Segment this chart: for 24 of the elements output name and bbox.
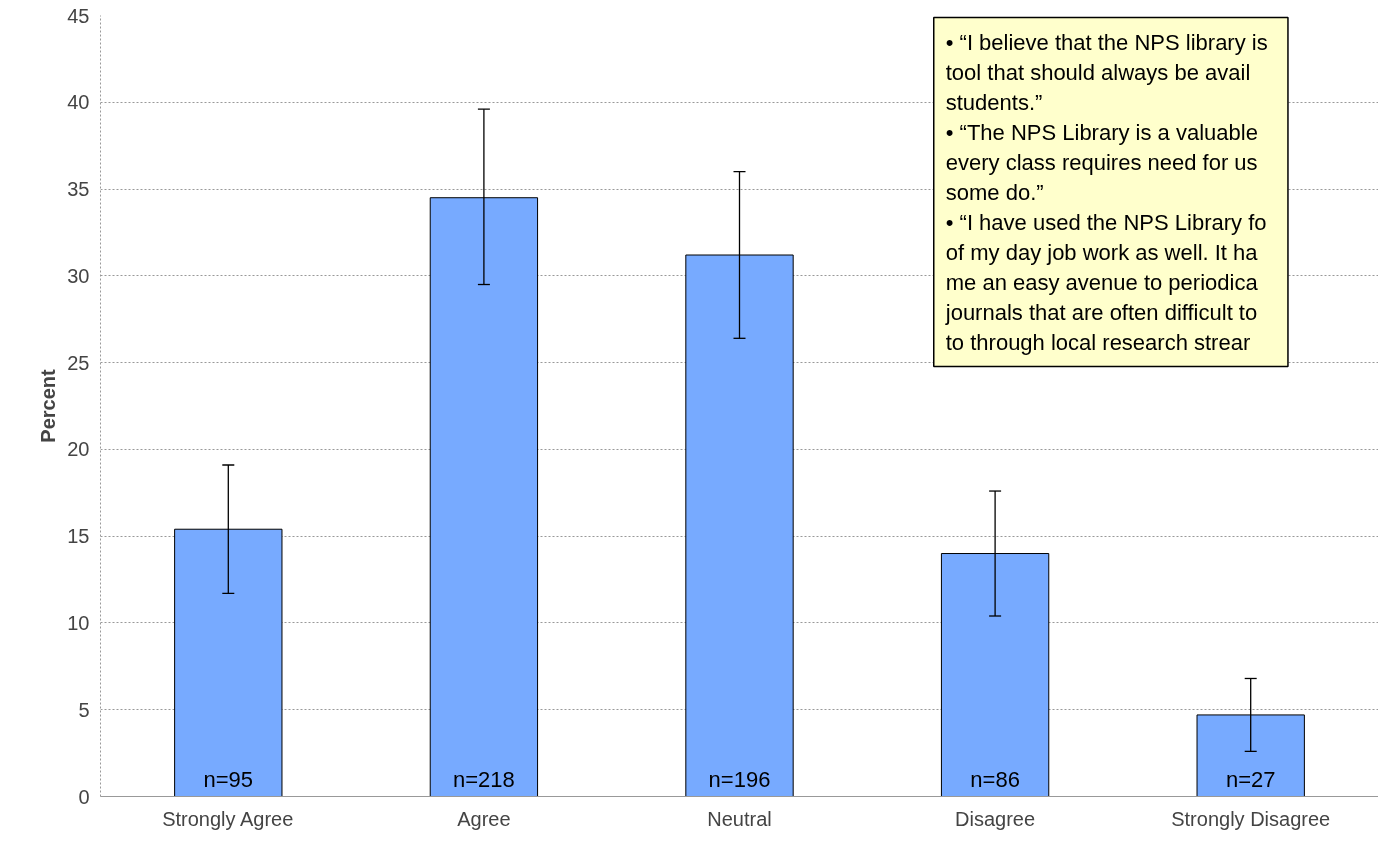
annotation: n=86 [970,766,1020,792]
y-axis-title: Percent [37,368,60,443]
x-tick-label: Neutral [707,807,772,830]
annotation: • “The NPS Library is a valuable every class requires need for us some do.” [945,119,1258,205]
x-tick-label: Agree [457,807,511,830]
y-tick-label: 25 [67,351,90,374]
x-tick-label: Strongly Disagree [1171,807,1331,830]
x-tick-label: Strongly Agree [162,807,294,830]
annotation: • “I believe that the NPS library is tool that should always be avail students.” [945,29,1268,115]
y-tick-label: 10 [67,611,90,634]
y-tick-label: 0 [78,785,90,808]
y-tick-label: 30 [67,264,90,287]
annotation: n=196 [708,766,771,792]
x-tick-label: Disagree [955,807,1036,830]
y-tick-label: 15 [67,525,90,548]
y-tick-label: 40 [67,91,90,114]
annotation: n=95 [203,766,254,792]
y-tick-label: 20 [67,438,90,461]
y-tick-label: 35 [67,178,90,201]
y-tick-label: 5 [78,698,90,721]
annotation: n=218 [453,766,515,792]
y-tick-label: 45 [67,4,90,27]
annotation: • “I have used the NPS Library fo of my day job work as well. It ha me an easy avenue to periodica journals that are often difficult to to through local research strear [944,209,1267,355]
annotation: n=27 [1225,766,1276,792]
